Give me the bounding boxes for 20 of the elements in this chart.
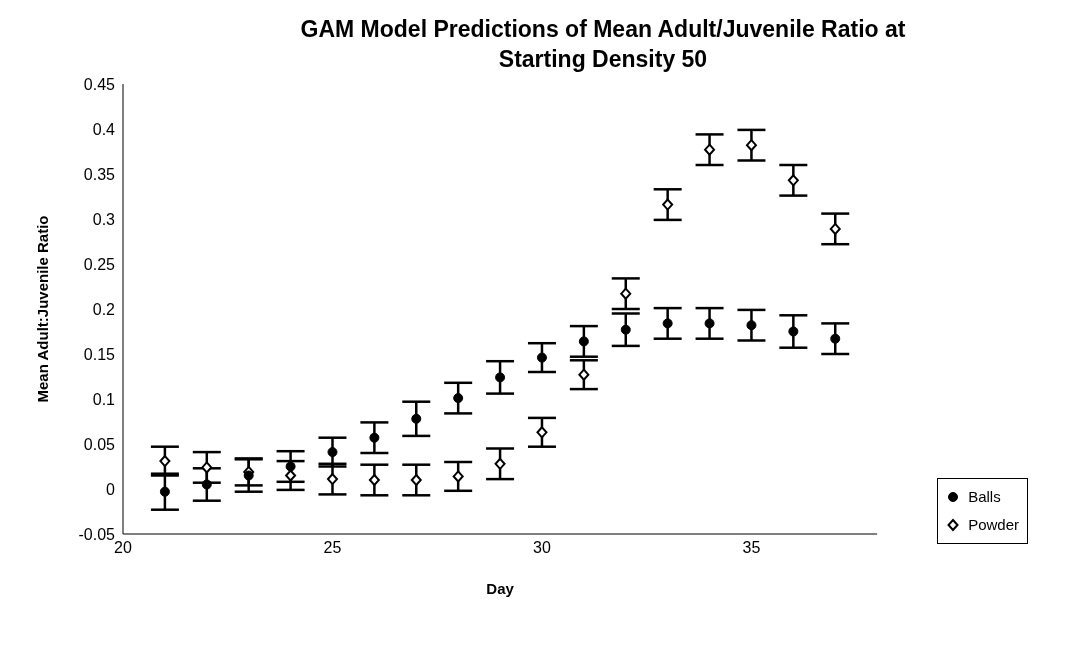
y-axis-title: Mean Adult:Juvenile Ratio bbox=[34, 215, 52, 403]
y-tick-label: 0.4 bbox=[92, 120, 116, 138]
y-tick-label: 0.45 bbox=[83, 75, 116, 93]
chart-title: GAM Model Predictions of Mean Adult/Juvenile Ratio at Starting Density 50 bbox=[299, 15, 907, 74]
y-tick-label: 0.25 bbox=[83, 255, 116, 273]
x-axis-title: Day bbox=[486, 580, 515, 597]
legend-label: Powder bbox=[968, 515, 1019, 535]
x-tick-label: 25 bbox=[323, 539, 342, 557]
y-tick-label: 0.1 bbox=[92, 390, 116, 408]
legend-label: Balls bbox=[968, 487, 1001, 507]
x-tick-label: 20 bbox=[114, 539, 132, 557]
y-tick-label: 0.05 bbox=[83, 435, 116, 453]
y-tick-label: 0 bbox=[106, 480, 116, 498]
x-tick-label: 35 bbox=[742, 539, 761, 557]
y-tick-label: 0.3 bbox=[92, 210, 116, 228]
y-tick-label: 0.15 bbox=[83, 345, 116, 363]
x-tick-label: 30 bbox=[533, 539, 551, 557]
y-tick-label: 0.35 bbox=[83, 165, 116, 183]
y-tick-label: 0.2 bbox=[92, 300, 116, 318]
y-tick-label: -0.05 bbox=[78, 525, 116, 543]
